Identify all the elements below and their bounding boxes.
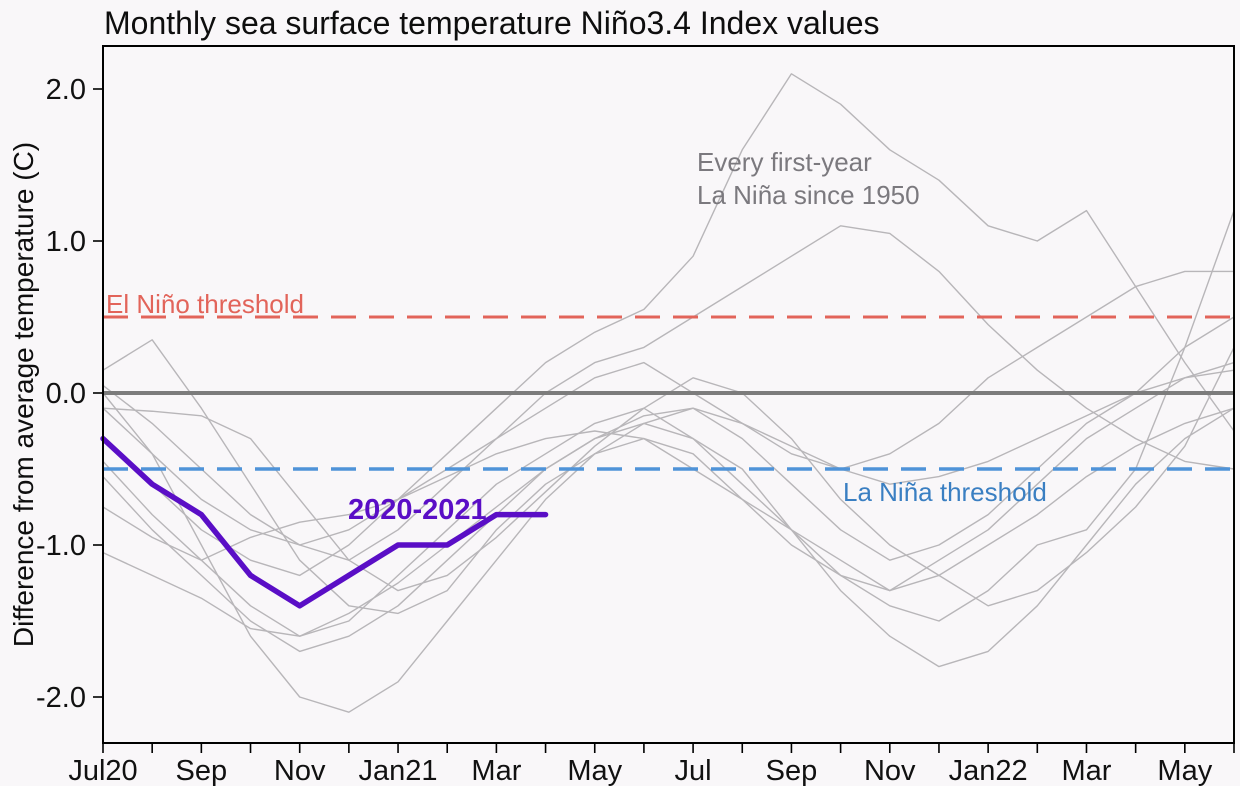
background-series-line [102, 210, 1235, 637]
x-tick-label: May [1157, 755, 1212, 786]
background-series-line [102, 73, 1235, 577]
x-tick-label: Jan21 [359, 755, 438, 786]
y-tick-label: 1.0 [46, 226, 86, 258]
x-tick-label: Jul [675, 755, 712, 786]
background-series-line [102, 270, 1234, 546]
x-tick-label: Sep [766, 755, 818, 786]
chart-title: Monthly sea surface temperature Niño3.4 … [104, 5, 880, 41]
x-tick-label: Sep [176, 755, 228, 786]
x-tick-label: Jul20 [68, 755, 137, 786]
background-series-line [102, 225, 1235, 561]
el-nino-threshold-label: El Niño threshold [106, 289, 304, 319]
x-tick-label: Nov [864, 755, 916, 786]
x-tick-label: May [567, 755, 622, 786]
y-tick-label: -2.0 [36, 682, 86, 714]
y-tick-label: 2.0 [46, 74, 86, 106]
background-series-line [102, 407, 1235, 668]
y-tick-label: -1.0 [36, 530, 86, 562]
background-series-annotation: Every first-year La Niña since 1950 [697, 147, 920, 210]
background-series-line [102, 369, 1235, 637]
y-tick-label: 0.0 [46, 378, 86, 410]
plot-frame [102, 45, 1235, 744]
background-series-line [102, 316, 1235, 713]
background-series-line [102, 339, 1235, 615]
x-tick-label: Jan22 [949, 755, 1028, 786]
la-nina-threshold-label: La Niña threshold [843, 477, 1047, 507]
x-tick-label: Mar [1062, 755, 1112, 786]
highlight-series-label: 2020-2021 [348, 494, 487, 526]
background-series-line [102, 407, 1235, 592]
x-tick-label: Nov [274, 755, 326, 786]
x-tick-label: Mar [471, 755, 521, 786]
highlight-series-line [100, 435, 549, 609]
y-axis-label: Difference from average temperature (C) [8, 141, 39, 648]
